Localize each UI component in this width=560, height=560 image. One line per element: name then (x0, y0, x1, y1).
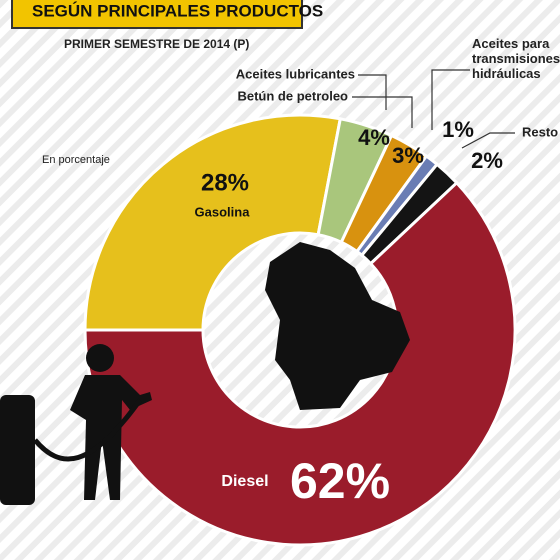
leader-lines (352, 69, 515, 149)
value-label: 4% (358, 125, 390, 150)
category-label: Aceites lubricantes (236, 66, 355, 81)
donut-segment (83, 113, 343, 332)
value-label: 1% (442, 117, 474, 142)
value-label: 28% (201, 169, 249, 196)
value-label: 3% (392, 143, 424, 168)
value-label: 2% (471, 148, 503, 173)
value-label: 62% (290, 453, 390, 509)
category-label: Diesel (221, 473, 268, 490)
subtitle: PRIMER SEMESTRE DE 2014 (P) (64, 37, 249, 51)
title-box (11, 0, 303, 29)
donut (83, 113, 517, 547)
map-silhouette (265, 242, 410, 410)
chart-title: SEGÚN PRINCIPALES PRODUCTOS (32, 1, 323, 20)
pump-figure (0, 344, 152, 505)
category-label: Betún de petroleo (237, 88, 348, 103)
note: En porcentaje (42, 154, 110, 166)
category-label: Aceites para transmisiones hidráulicas (472, 36, 560, 81)
category-label: Resto (522, 124, 558, 139)
category-label: Gasolina (195, 204, 251, 219)
